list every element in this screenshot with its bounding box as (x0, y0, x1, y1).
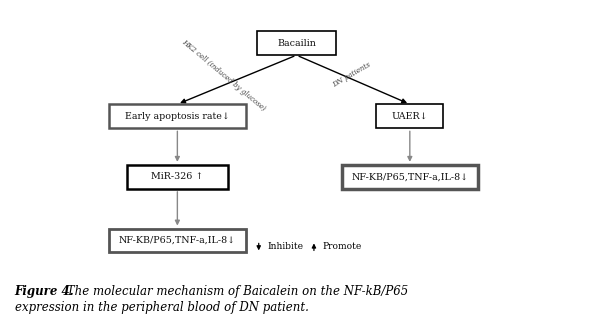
Text: DN patients: DN patients (331, 61, 372, 89)
Text: NF-KB/P65,TNF-a,IL-8↓: NF-KB/P65,TNF-a,IL-8↓ (119, 236, 236, 245)
FancyBboxPatch shape (257, 31, 336, 55)
Text: Bacailin: Bacailin (277, 39, 316, 47)
Text: UAER↓: UAER↓ (391, 112, 428, 121)
Text: Inhibite: Inhibite (267, 242, 304, 252)
FancyBboxPatch shape (109, 104, 246, 128)
Text: NF-KB/P65,TNF-a,IL-8↓: NF-KB/P65,TNF-a,IL-8↓ (351, 172, 468, 181)
FancyBboxPatch shape (126, 165, 228, 189)
Text: MiR-326 ↑: MiR-326 ↑ (151, 172, 203, 181)
Text: Early apoptosis rate↓: Early apoptosis rate↓ (125, 112, 230, 121)
Text: HK2 cell (induced by glucose): HK2 cell (induced by glucose) (180, 38, 267, 112)
FancyBboxPatch shape (377, 104, 443, 128)
Text: The molecular mechanism of Baicalein on the NF-kB/P65: The molecular mechanism of Baicalein on … (63, 285, 408, 298)
Text: expression in the peripheral blood of DN patient.: expression in the peripheral blood of DN… (15, 301, 308, 314)
FancyBboxPatch shape (109, 228, 246, 253)
FancyBboxPatch shape (342, 165, 478, 189)
Text: Figure 4.: Figure 4. (15, 285, 74, 298)
Text: Promote: Promote (323, 242, 362, 252)
